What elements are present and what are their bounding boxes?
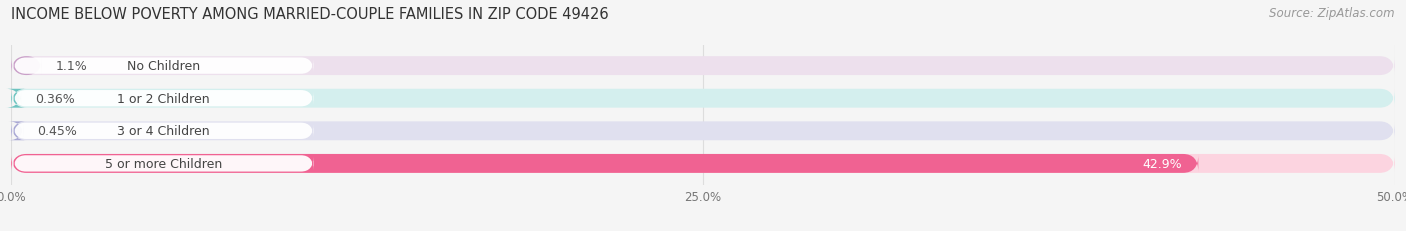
Text: 1.1%: 1.1%	[55, 60, 87, 73]
FancyBboxPatch shape	[11, 89, 1395, 108]
Text: INCOME BELOW POVERTY AMONG MARRIED-COUPLE FAMILIES IN ZIP CODE 49426: INCOME BELOW POVERTY AMONG MARRIED-COUPL…	[11, 7, 609, 22]
Text: 0.36%: 0.36%	[35, 92, 75, 105]
FancyBboxPatch shape	[11, 154, 1198, 173]
Text: 0.45%: 0.45%	[38, 125, 77, 138]
FancyBboxPatch shape	[11, 122, 1395, 141]
FancyBboxPatch shape	[6, 89, 27, 108]
FancyBboxPatch shape	[11, 57, 1395, 76]
FancyBboxPatch shape	[14, 58, 314, 74]
FancyBboxPatch shape	[11, 57, 42, 76]
Text: Source: ZipAtlas.com: Source: ZipAtlas.com	[1270, 7, 1395, 20]
Text: No Children: No Children	[127, 60, 200, 73]
Text: 1 or 2 Children: 1 or 2 Children	[117, 92, 209, 105]
Text: 3 or 4 Children: 3 or 4 Children	[117, 125, 209, 138]
FancyBboxPatch shape	[11, 154, 1395, 173]
FancyBboxPatch shape	[14, 91, 314, 107]
Text: 42.9%: 42.9%	[1142, 157, 1181, 170]
FancyBboxPatch shape	[14, 123, 314, 139]
FancyBboxPatch shape	[14, 156, 314, 172]
Text: 5 or more Children: 5 or more Children	[105, 157, 222, 170]
FancyBboxPatch shape	[8, 122, 27, 141]
